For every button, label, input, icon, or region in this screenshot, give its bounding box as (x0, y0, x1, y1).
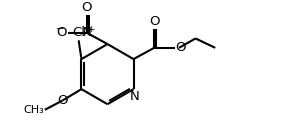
Text: O: O (149, 15, 159, 28)
Text: O: O (175, 41, 186, 54)
Text: N: N (82, 26, 91, 39)
Text: O: O (81, 1, 92, 14)
Text: O: O (57, 26, 67, 39)
Text: −: − (56, 24, 65, 34)
Text: Cl: Cl (72, 26, 85, 39)
Text: O: O (58, 94, 68, 107)
Text: N: N (130, 90, 139, 103)
Text: CH₃: CH₃ (23, 105, 44, 115)
Text: +: + (87, 25, 95, 34)
